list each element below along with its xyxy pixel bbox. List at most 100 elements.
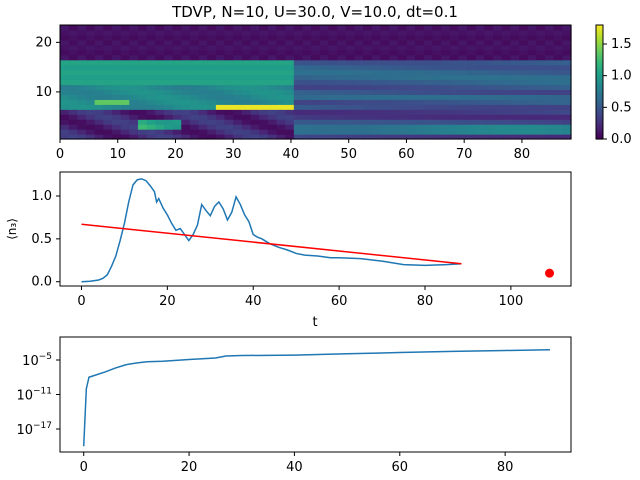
heatmap-cell [111,104,122,110]
heatmap-cell [224,109,234,115]
heatmap-cell [354,25,364,31]
heatmap-cell [198,29,208,36]
heatmap-cell [111,114,122,120]
heatmap-cell [354,114,364,120]
heatmap-cell [155,74,165,81]
heatmap-cell [493,44,503,51]
colorbar-segment [596,71,603,74]
heatmap-cell [120,119,130,125]
heatmap-cell [250,59,260,66]
heatmap-cell [259,69,269,76]
heatmap-cell [432,114,442,120]
heatmap-cell [527,89,537,95]
heatmap-cell [241,34,252,41]
heatmap-cell [129,54,139,61]
heatmap-cell [423,69,434,76]
heatmap-cell [441,109,451,115]
density-x-tick-label: 80 [417,294,434,309]
heatmap-cell [441,84,451,91]
colorbar-segment [596,79,603,82]
heatmap-cell [345,64,356,71]
heatmap-cell [527,109,537,115]
heatmap-cell [449,99,460,105]
heatmap-cell [233,49,243,56]
heatmap-cell [181,49,191,56]
heatmap-cell [146,69,156,76]
colorbar-segment [596,41,603,44]
heatmap-cell [311,54,321,61]
heatmap-cell [233,119,243,125]
density-x-tick-label: 40 [245,294,262,309]
heatmap-cell [111,119,122,125]
heatmap-cell [224,54,234,61]
heatmap-cell [354,59,364,66]
heatmap-cell [363,49,373,56]
heatmap-cell [172,54,182,61]
heatmap-cell [311,49,321,56]
heatmap-cell [285,119,295,125]
heatmap-cell [519,64,529,71]
heatmap-cell [146,29,156,36]
heatmap-cell [137,64,148,71]
heatmap-cell [475,109,485,115]
heatmap-cell [259,54,269,61]
heatmap-cell [475,99,485,105]
heatmap-cell [129,79,139,86]
heatmap-cell [207,89,217,95]
heatmap-cell [536,44,546,51]
heatmap-cell [250,74,260,81]
heatmap-cell [458,39,468,46]
heatmap-cell [484,134,494,140]
heatmap-cell [172,64,182,71]
heatmap-cell [475,49,485,56]
heatmap-cell [241,64,252,71]
heatmap-cell [371,54,382,61]
heatmap-cell [155,49,165,56]
heatmap-cell [111,129,122,135]
heatmap-cell [155,104,165,110]
density-x-label: t [312,315,317,330]
heatmap-cell [501,94,511,100]
heatmap-cell [371,99,382,105]
heatmap-cell [250,25,260,31]
heatmap-cell [224,29,234,36]
heatmap-cell [60,54,70,61]
error-series-line [82,349,550,447]
heatmap-cell [380,84,390,91]
heatmap-cell [276,39,286,46]
heatmap-cell [562,74,572,81]
heatmap-cell [267,124,278,130]
heatmap-cell [328,64,338,71]
heatmap-cell [345,109,356,115]
heatmap-cell [475,104,485,110]
heatmap-cell [129,89,139,95]
heatmap-cell [85,134,96,140]
heatmap-cell [449,44,460,51]
heatmap-cell [432,109,442,115]
heatmap-cell [103,129,113,135]
heatmap-cell [519,25,529,31]
heatmap-cell [103,114,113,120]
heatmap-cell [129,124,139,130]
heatmap-cell [60,119,70,125]
heatmap-cell [397,74,408,81]
heatmap-cell [189,29,200,36]
colorbar-segment [596,27,603,30]
heatmap-cell [545,99,555,105]
error-y-tick-label: 10−17 [16,421,52,438]
heatmap-cell [68,29,78,36]
heatmap-cell [345,129,356,135]
heatmap-cell [475,59,485,66]
heatmap-cell [137,99,148,105]
heatmap-cell [510,114,520,120]
heatmap-cell [475,25,485,31]
heatmap-cell [432,84,442,91]
heatmap-cell [415,49,425,56]
heatmap-cell [181,29,191,36]
heatmap-cell [302,124,312,130]
heatmap-cell [233,54,243,61]
heatmap-cell [510,64,520,71]
heatmap-cell [60,89,70,95]
heatmap-cell [354,129,364,135]
density-axes-frame [59,171,572,287]
